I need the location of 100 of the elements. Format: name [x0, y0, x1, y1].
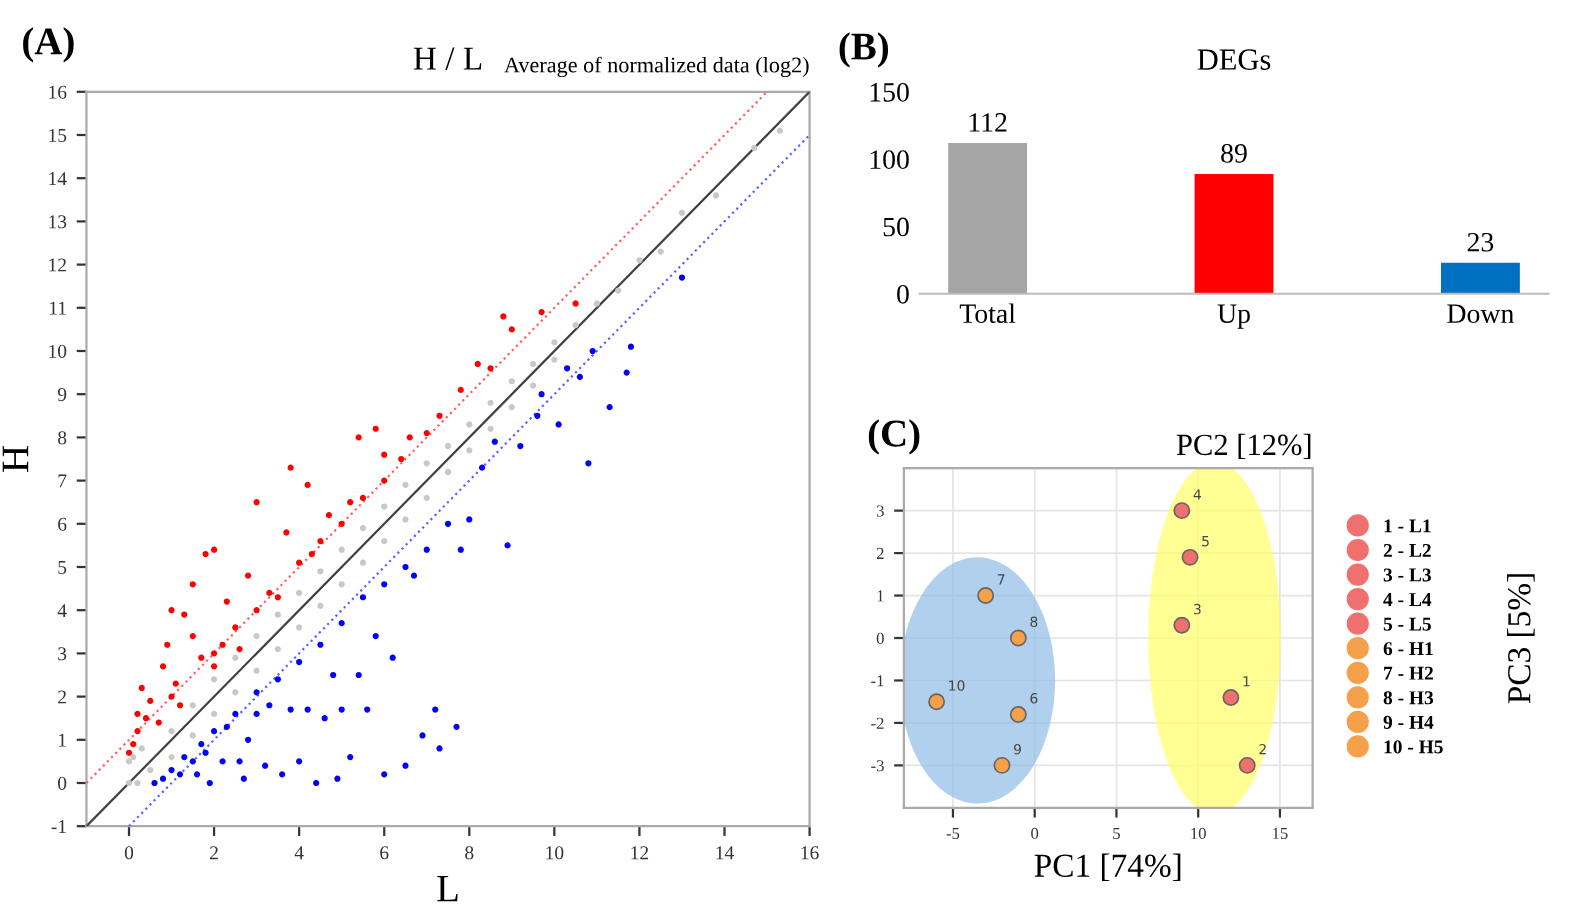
point — [189, 732, 196, 739]
point — [508, 404, 515, 411]
point — [274, 645, 281, 653]
x-tick-label: 16 — [801, 846, 819, 860]
y-tick-label: 6 — [58, 517, 67, 531]
point — [317, 568, 324, 575]
point — [457, 386, 464, 393]
point — [274, 594, 281, 601]
point — [168, 693, 175, 700]
point — [1238, 756, 1256, 774]
point — [253, 499, 260, 506]
legend-label: 6 - H1 — [1383, 642, 1433, 656]
data-label: 23 — [1467, 232, 1494, 252]
y-axis-title: H — [2, 446, 29, 472]
y-tick-label: 12 — [49, 258, 66, 272]
point — [636, 257, 643, 264]
point — [210, 546, 218, 553]
legend-label: 5 - L5 — [1383, 617, 1431, 631]
point — [372, 425, 379, 432]
point — [444, 442, 452, 450]
y-tick-label: 8 — [58, 431, 67, 445]
point — [423, 494, 430, 501]
point — [130, 753, 137, 761]
point — [928, 693, 946, 711]
point — [398, 455, 405, 463]
legend-label: 4 - L4 — [1383, 593, 1432, 606]
point — [487, 399, 494, 406]
y-tick-label: 0 — [58, 776, 67, 790]
point — [244, 572, 252, 579]
y-tick-label: -1 — [871, 675, 884, 687]
point — [436, 412, 443, 419]
point — [168, 753, 175, 761]
point — [712, 192, 720, 199]
point — [538, 309, 545, 316]
y-tick-label: 14 — [49, 172, 67, 185]
point — [325, 512, 333, 519]
y-tick-label: 7 — [58, 474, 67, 488]
point — [347, 499, 354, 506]
point — [202, 550, 209, 558]
point — [529, 360, 537, 368]
legend-label: 1 - L1 — [1384, 519, 1431, 533]
point — [125, 758, 133, 765]
x-tick-label: 0 — [1031, 827, 1039, 840]
point — [317, 537, 324, 545]
point — [1009, 705, 1027, 723]
point — [338, 520, 345, 527]
text: (B) — [839, 32, 889, 68]
y-tick-label: 10 — [49, 344, 67, 358]
point — [1181, 548, 1199, 566]
point — [274, 611, 281, 618]
bar — [1194, 173, 1274, 294]
point — [993, 756, 1011, 774]
text: PC2 [12%] — [1176, 433, 1311, 459]
point — [551, 356, 558, 363]
point — [172, 680, 179, 687]
y-tick-label: 11 — [50, 301, 66, 315]
point — [164, 641, 171, 648]
point — [1173, 502, 1191, 520]
point — [406, 434, 413, 441]
point — [142, 715, 150, 722]
y-tick-label: 100 — [870, 150, 909, 170]
point — [232, 654, 239, 661]
point — [466, 447, 473, 454]
chart-title: H / L — [413, 47, 482, 70]
y-tick-label: 15 — [49, 128, 67, 142]
point — [198, 654, 205, 661]
point — [474, 360, 481, 368]
x-tick-label: 6 — [380, 846, 389, 860]
x-tick-label: 4 — [294, 846, 304, 860]
point — [572, 300, 579, 307]
point — [381, 537, 388, 545]
point — [210, 710, 218, 717]
point — [296, 589, 303, 597]
point — [338, 546, 345, 553]
point — [219, 641, 226, 648]
y-tick-label: 3 — [58, 647, 67, 661]
point — [155, 719, 162, 726]
point — [338, 581, 345, 588]
point — [168, 607, 175, 614]
point — [1222, 689, 1240, 706]
y-axis-title: PC3 [5%] — [1507, 574, 1535, 704]
point — [159, 663, 167, 670]
y-tick-label: 2 — [58, 690, 66, 704]
point — [147, 697, 154, 705]
point — [134, 710, 141, 717]
point — [508, 378, 515, 385]
legend-label: 8 - H3 — [1383, 691, 1434, 705]
x-tick-label: 8 — [465, 846, 474, 860]
y-tick-label: -2 — [871, 717, 884, 729]
point — [615, 287, 622, 294]
x-tick-label: 15 — [1273, 827, 1288, 840]
point — [253, 607, 260, 614]
x-tick-label: 2 — [210, 846, 218, 860]
x-tick-label: 14 — [716, 846, 734, 860]
legend-label: 2 - L2 — [1383, 543, 1431, 557]
point — [572, 321, 579, 329]
point — [296, 559, 303, 566]
y-tick-label: 2 — [876, 547, 884, 559]
point — [189, 702, 196, 709]
point — [296, 624, 303, 631]
